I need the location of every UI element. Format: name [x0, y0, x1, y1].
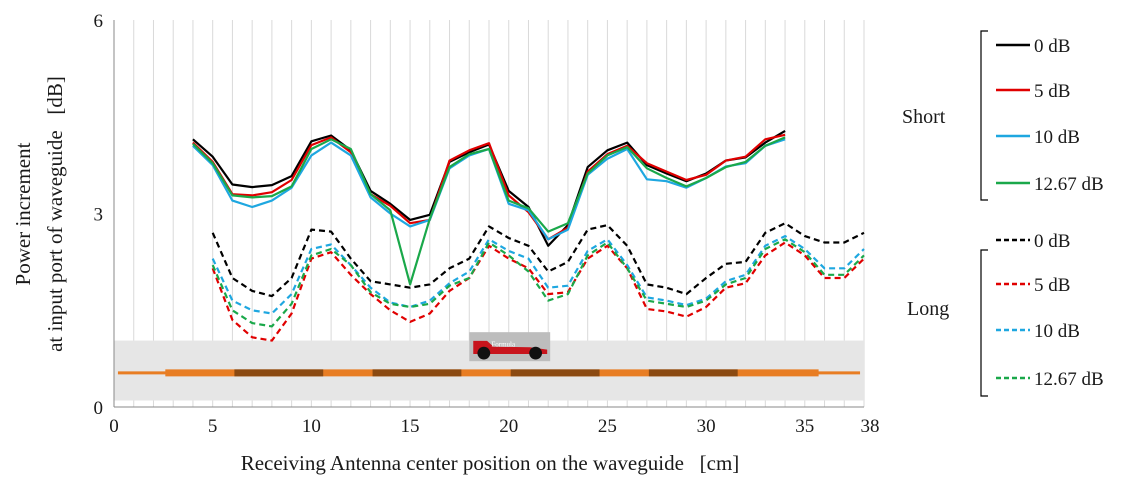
x-tick-label: 35 [795, 416, 814, 437]
x-tick-label: 10 [302, 416, 321, 437]
tick-labels: 0 5 10 15 20 25 30 35 38 0 3 6 [94, 11, 880, 437]
legend-label: 5 dB [1034, 81, 1070, 102]
car-wheel-rear [477, 346, 491, 360]
legend-label: 0 dB [1034, 231, 1070, 252]
y-axis-title: Power increment [11, 142, 35, 285]
legend-label: 12.67 dB [1034, 174, 1104, 195]
legend-label: 10 dB [1034, 321, 1080, 342]
legend: Short Long 0 dB 5 dB 10 dB 12.67 dB 0 dB 5 dB… [902, 30, 1104, 397]
waveguide-inset: Formula [114, 332, 864, 401]
short-group-bracket [980, 30, 988, 201]
x-tick-label: 15 [401, 416, 420, 437]
long-group-bracket [980, 249, 988, 397]
long-series-line-3 [211, 238, 865, 328]
legend-label: 10 dB [1034, 127, 1080, 148]
x-tick-label: 20 [499, 416, 518, 437]
car-body [473, 340, 548, 354]
series-lines [192, 129, 865, 342]
y-tick-label: 3 [94, 205, 104, 226]
x-tick-label: 38 [861, 416, 880, 437]
race-car-icon: Formula [469, 332, 551, 362]
x-axis-title: Receiving Antenna center position on the… [241, 451, 740, 475]
short-series-line-1 [192, 133, 786, 241]
car-label: Formula [491, 341, 516, 349]
legend-label: 5 dB [1034, 275, 1070, 296]
car-wheel-front [529, 346, 543, 360]
legend-label: 12.67 dB [1034, 369, 1104, 390]
legend-group-long: Long [907, 298, 949, 320]
long-series-line-0 [211, 222, 865, 298]
x-tick-label: 0 [109, 416, 119, 437]
y-tick-label: 0 [94, 398, 104, 419]
axes [113, 20, 864, 408]
y-tick-label: 6 [94, 11, 104, 32]
long-series-line-2 [211, 235, 865, 315]
y-axis-title-line2: at input port of waveguide [dB] [43, 76, 67, 352]
x-tick-label: 5 [208, 416, 218, 437]
short-series-line-3 [192, 136, 786, 286]
legend-group-short: Short [902, 106, 946, 128]
legend-label: 0 dB [1034, 36, 1070, 57]
x-tick-label: 25 [598, 416, 617, 437]
long-series-line-1 [211, 241, 865, 342]
x-tick-label: 30 [697, 416, 716, 437]
